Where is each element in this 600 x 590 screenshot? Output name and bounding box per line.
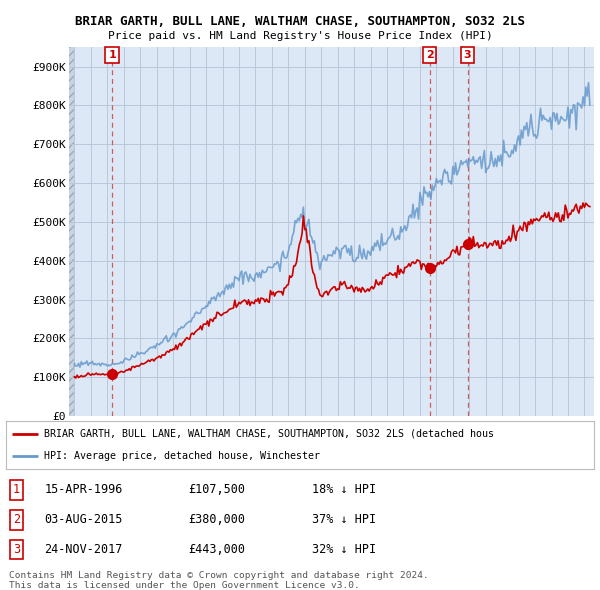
Text: 3: 3 [464,50,472,60]
Text: 2: 2 [425,50,433,60]
Text: BRIAR GARTH, BULL LANE, WALTHAM CHASE, SOUTHAMPTON, SO32 2LS (detached hous: BRIAR GARTH, BULL LANE, WALTHAM CHASE, S… [44,429,494,439]
Text: Contains HM Land Registry data © Crown copyright and database right 2024.
This d: Contains HM Land Registry data © Crown c… [9,571,429,590]
Text: 32% ↓ HPI: 32% ↓ HPI [312,543,376,556]
Text: 3: 3 [13,543,20,556]
Text: 37% ↓ HPI: 37% ↓ HPI [312,513,376,526]
Text: Price paid vs. HM Land Registry's House Price Index (HPI): Price paid vs. HM Land Registry's House … [107,31,493,41]
Text: 24-NOV-2017: 24-NOV-2017 [44,543,122,556]
Text: 1: 1 [13,483,20,496]
Text: £107,500: £107,500 [188,483,245,496]
Text: 1: 1 [108,50,116,60]
Text: BRIAR GARTH, BULL LANE, WALTHAM CHASE, SOUTHAMPTON, SO32 2LS: BRIAR GARTH, BULL LANE, WALTHAM CHASE, S… [75,15,525,28]
Text: HPI: Average price, detached house, Winchester: HPI: Average price, detached house, Winc… [44,451,320,461]
Text: 15-APR-1996: 15-APR-1996 [44,483,122,496]
Text: £443,000: £443,000 [188,543,245,556]
Bar [69,47,74,416]
Text: £380,000: £380,000 [188,513,245,526]
Text: 03-AUG-2015: 03-AUG-2015 [44,513,122,526]
Text: 2: 2 [13,513,20,526]
Text: 18% ↓ HPI: 18% ↓ HPI [312,483,376,496]
